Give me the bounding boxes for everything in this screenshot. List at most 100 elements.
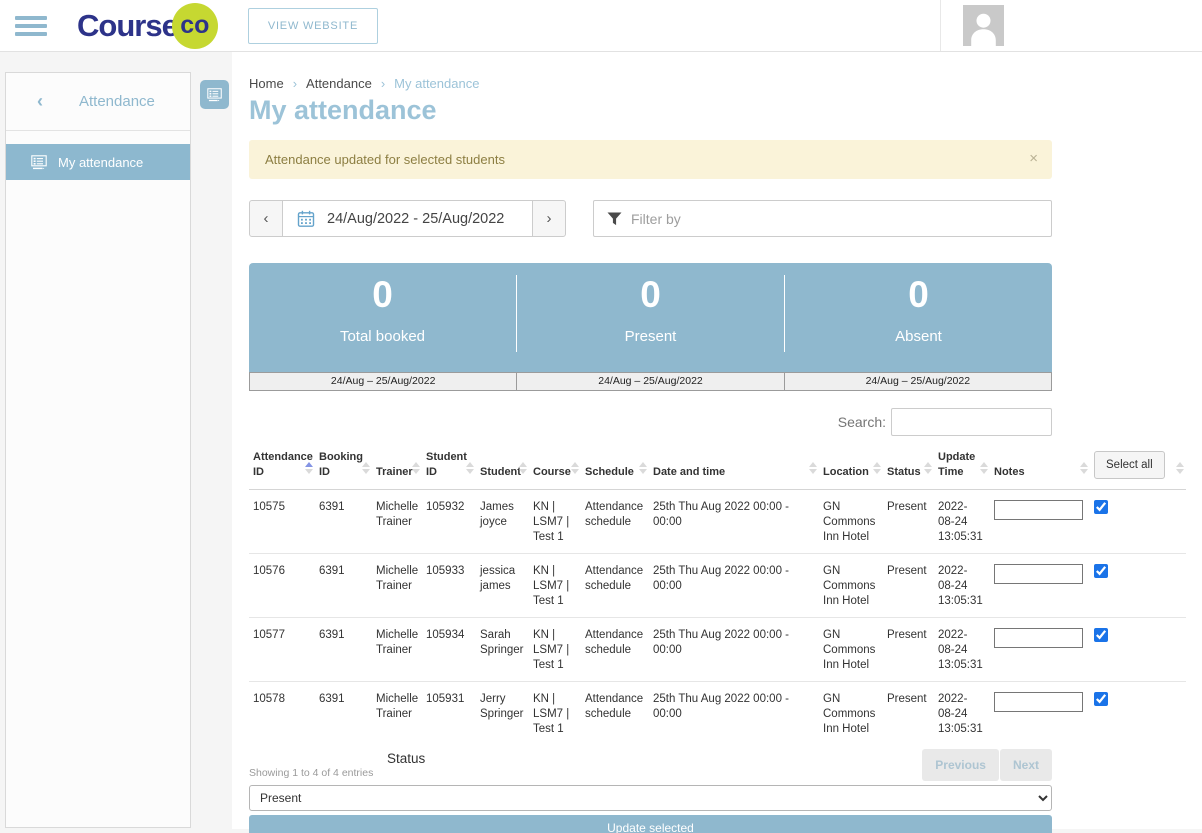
update-selected-button[interactable]: Update selected	[249, 815, 1052, 833]
cell-booking-id: 6391	[319, 693, 345, 705]
stat-range: 24/Aug – 25/Aug/2022	[250, 373, 518, 390]
sidebar: ‹ Attendance My attendance	[5, 72, 191, 828]
cell-location: GN Commons Inn Hotel	[823, 565, 876, 607]
cell-schedule: Attendance schedule	[585, 565, 644, 592]
cell-student-id: 105934	[426, 629, 465, 641]
date-prev-button[interactable]: ‹	[249, 200, 283, 237]
cell-notes	[990, 618, 1090, 682]
profile-section	[940, 0, 1202, 51]
column-header-schedule[interactable]: Schedule	[581, 446, 649, 490]
stat-range: 24/Aug – 25/Aug/2022	[865, 375, 971, 387]
view-website-button[interactable]: VIEW WEBSITE	[247, 7, 379, 44]
logo-badge: co	[171, 2, 218, 49]
column-header-date-and-time[interactable]: Date and time	[649, 446, 819, 490]
cell-student-id: 105932	[426, 501, 465, 513]
search-label: Search:	[837, 414, 886, 430]
stat-range: 24/Aug – 25/Aug/2022	[517, 373, 785, 390]
cell-student: James joyce	[480, 501, 514, 528]
notes-input[interactable]	[994, 500, 1083, 520]
top-header: Course co VIEW WEBSITE	[0, 0, 1202, 52]
cell-attendance-id: 10575	[253, 501, 285, 513]
date-next-button[interactable]: ›	[532, 200, 566, 237]
cell-schedule: Attendance schedule	[585, 501, 644, 528]
sort-icon	[1176, 461, 1184, 474]
cell-attendance-id: 10577	[253, 629, 285, 641]
column-header-location[interactable]: Location	[819, 446, 883, 490]
previous-page-button[interactable]: Previous	[922, 749, 999, 781]
breadcrumb-current: My attendance	[394, 76, 480, 91]
cell-course: KN | LSM7 | Test 1	[533, 565, 570, 607]
cell-select	[1090, 618, 1186, 682]
date-range-display[interactable]: 24/Aug/2022 - 25/Aug/2022	[283, 200, 532, 237]
stats-card: 0 Total booked 0 Present 0 Absent	[249, 263, 1052, 372]
cell-course: KN | LSM7 | Test 1	[533, 629, 570, 671]
sort-icon	[466, 461, 474, 474]
cell-datetime: 25th Thu Aug 2022 00:00 - 00:00	[653, 501, 789, 528]
stat-label: Present	[624, 328, 677, 345]
row-checkbox[interactable]	[1094, 628, 1108, 642]
table-footer: Status Showing 1 to 4 of 4 entries Previ…	[249, 749, 1052, 785]
avatar[interactable]	[963, 5, 1004, 46]
column-header-select-all: Select all	[1090, 446, 1186, 490]
cell-notes	[990, 490, 1090, 554]
alert-banner: Attendance updated for selected students…	[249, 140, 1052, 179]
table-row: 10576 6391 Michelle Trainer 105933 jessi…	[249, 554, 1186, 618]
toggle-attendance-panel-button[interactable]	[200, 80, 229, 109]
column-header-course[interactable]: Course	[529, 446, 581, 490]
column-header-booking-id[interactable]: Booking ID	[315, 446, 372, 490]
stat-absent: 0 Absent	[785, 263, 1052, 372]
page-title: My attendance	[249, 95, 437, 125]
sidebar-back[interactable]: ‹ Attendance	[6, 73, 190, 131]
cell-status: Present	[887, 565, 927, 577]
sort-icon	[519, 461, 527, 474]
table-header-row: Attendance ID Booking ID Trainer Student…	[249, 446, 1186, 490]
row-checkbox[interactable]	[1094, 692, 1108, 706]
attendance-list-icon	[31, 154, 48, 170]
notes-input[interactable]	[994, 564, 1083, 584]
sort-icon	[362, 461, 370, 474]
column-header-student-id[interactable]: Student ID	[422, 446, 476, 490]
status-select[interactable]: Present	[249, 785, 1052, 811]
column-header-notes[interactable]: Notes	[990, 446, 1090, 490]
search-row: Search:	[249, 408, 1052, 436]
column-header-status[interactable]: Status	[883, 446, 934, 490]
sidebar-item-my-attendance[interactable]: My attendance	[6, 144, 190, 180]
breadcrumb-attendance[interactable]: Attendance	[306, 76, 372, 91]
column-header-trainer[interactable]: Trainer	[372, 446, 422, 490]
next-page-button[interactable]: Next	[999, 749, 1052, 781]
notes-input[interactable]	[994, 692, 1083, 712]
cell-student-id: 105931	[426, 693, 465, 705]
column-header-attendance-id[interactable]: Attendance ID	[249, 446, 315, 490]
main-area: ‹ Attendance My attendance	[0, 52, 1202, 833]
filter-field	[593, 200, 1052, 237]
attendance-table: Attendance ID Booking ID Trainer Student…	[249, 446, 1186, 745]
cell-location: GN Commons Inn Hotel	[823, 629, 876, 671]
column-header-update-time[interactable]: Update Time	[934, 446, 990, 490]
filter-input[interactable]	[631, 210, 1011, 227]
row-checkbox[interactable]	[1094, 564, 1108, 578]
cell-status: Present	[887, 501, 927, 513]
search-input[interactable]	[891, 408, 1052, 436]
cell-select	[1090, 490, 1186, 554]
cell-trainer: Michelle Trainer	[376, 565, 419, 592]
close-icon[interactable]: ×	[1029, 150, 1038, 167]
breadcrumb: Home › Attendance › My attendance	[249, 76, 1186, 91]
cell-student-id: 105933	[426, 565, 465, 577]
date-range-picker: ‹ 24/Aug/2022 - 25/Aug/2022	[249, 200, 566, 237]
person-icon	[971, 13, 996, 46]
cell-trainer: Michelle Trainer	[376, 629, 419, 656]
column-header-student[interactable]: Student	[476, 446, 529, 490]
row-checkbox[interactable]	[1094, 500, 1108, 514]
chevron-left-icon: ‹	[37, 91, 43, 111]
cell-booking-id: 6391	[319, 629, 345, 641]
cell-update-time: 2022-08-24 13:05:31	[938, 629, 983, 671]
cell-notes	[990, 682, 1090, 746]
cell-location: GN Commons Inn Hotel	[823, 693, 876, 735]
breadcrumb-home[interactable]: Home	[249, 76, 284, 91]
notes-input[interactable]	[994, 628, 1083, 648]
menu-icon[interactable]	[9, 6, 53, 46]
sort-icon	[873, 461, 881, 474]
stat-label: Absent	[895, 328, 942, 345]
stat-value: 0	[908, 274, 929, 315]
select-all-button[interactable]: Select all	[1094, 451, 1165, 479]
